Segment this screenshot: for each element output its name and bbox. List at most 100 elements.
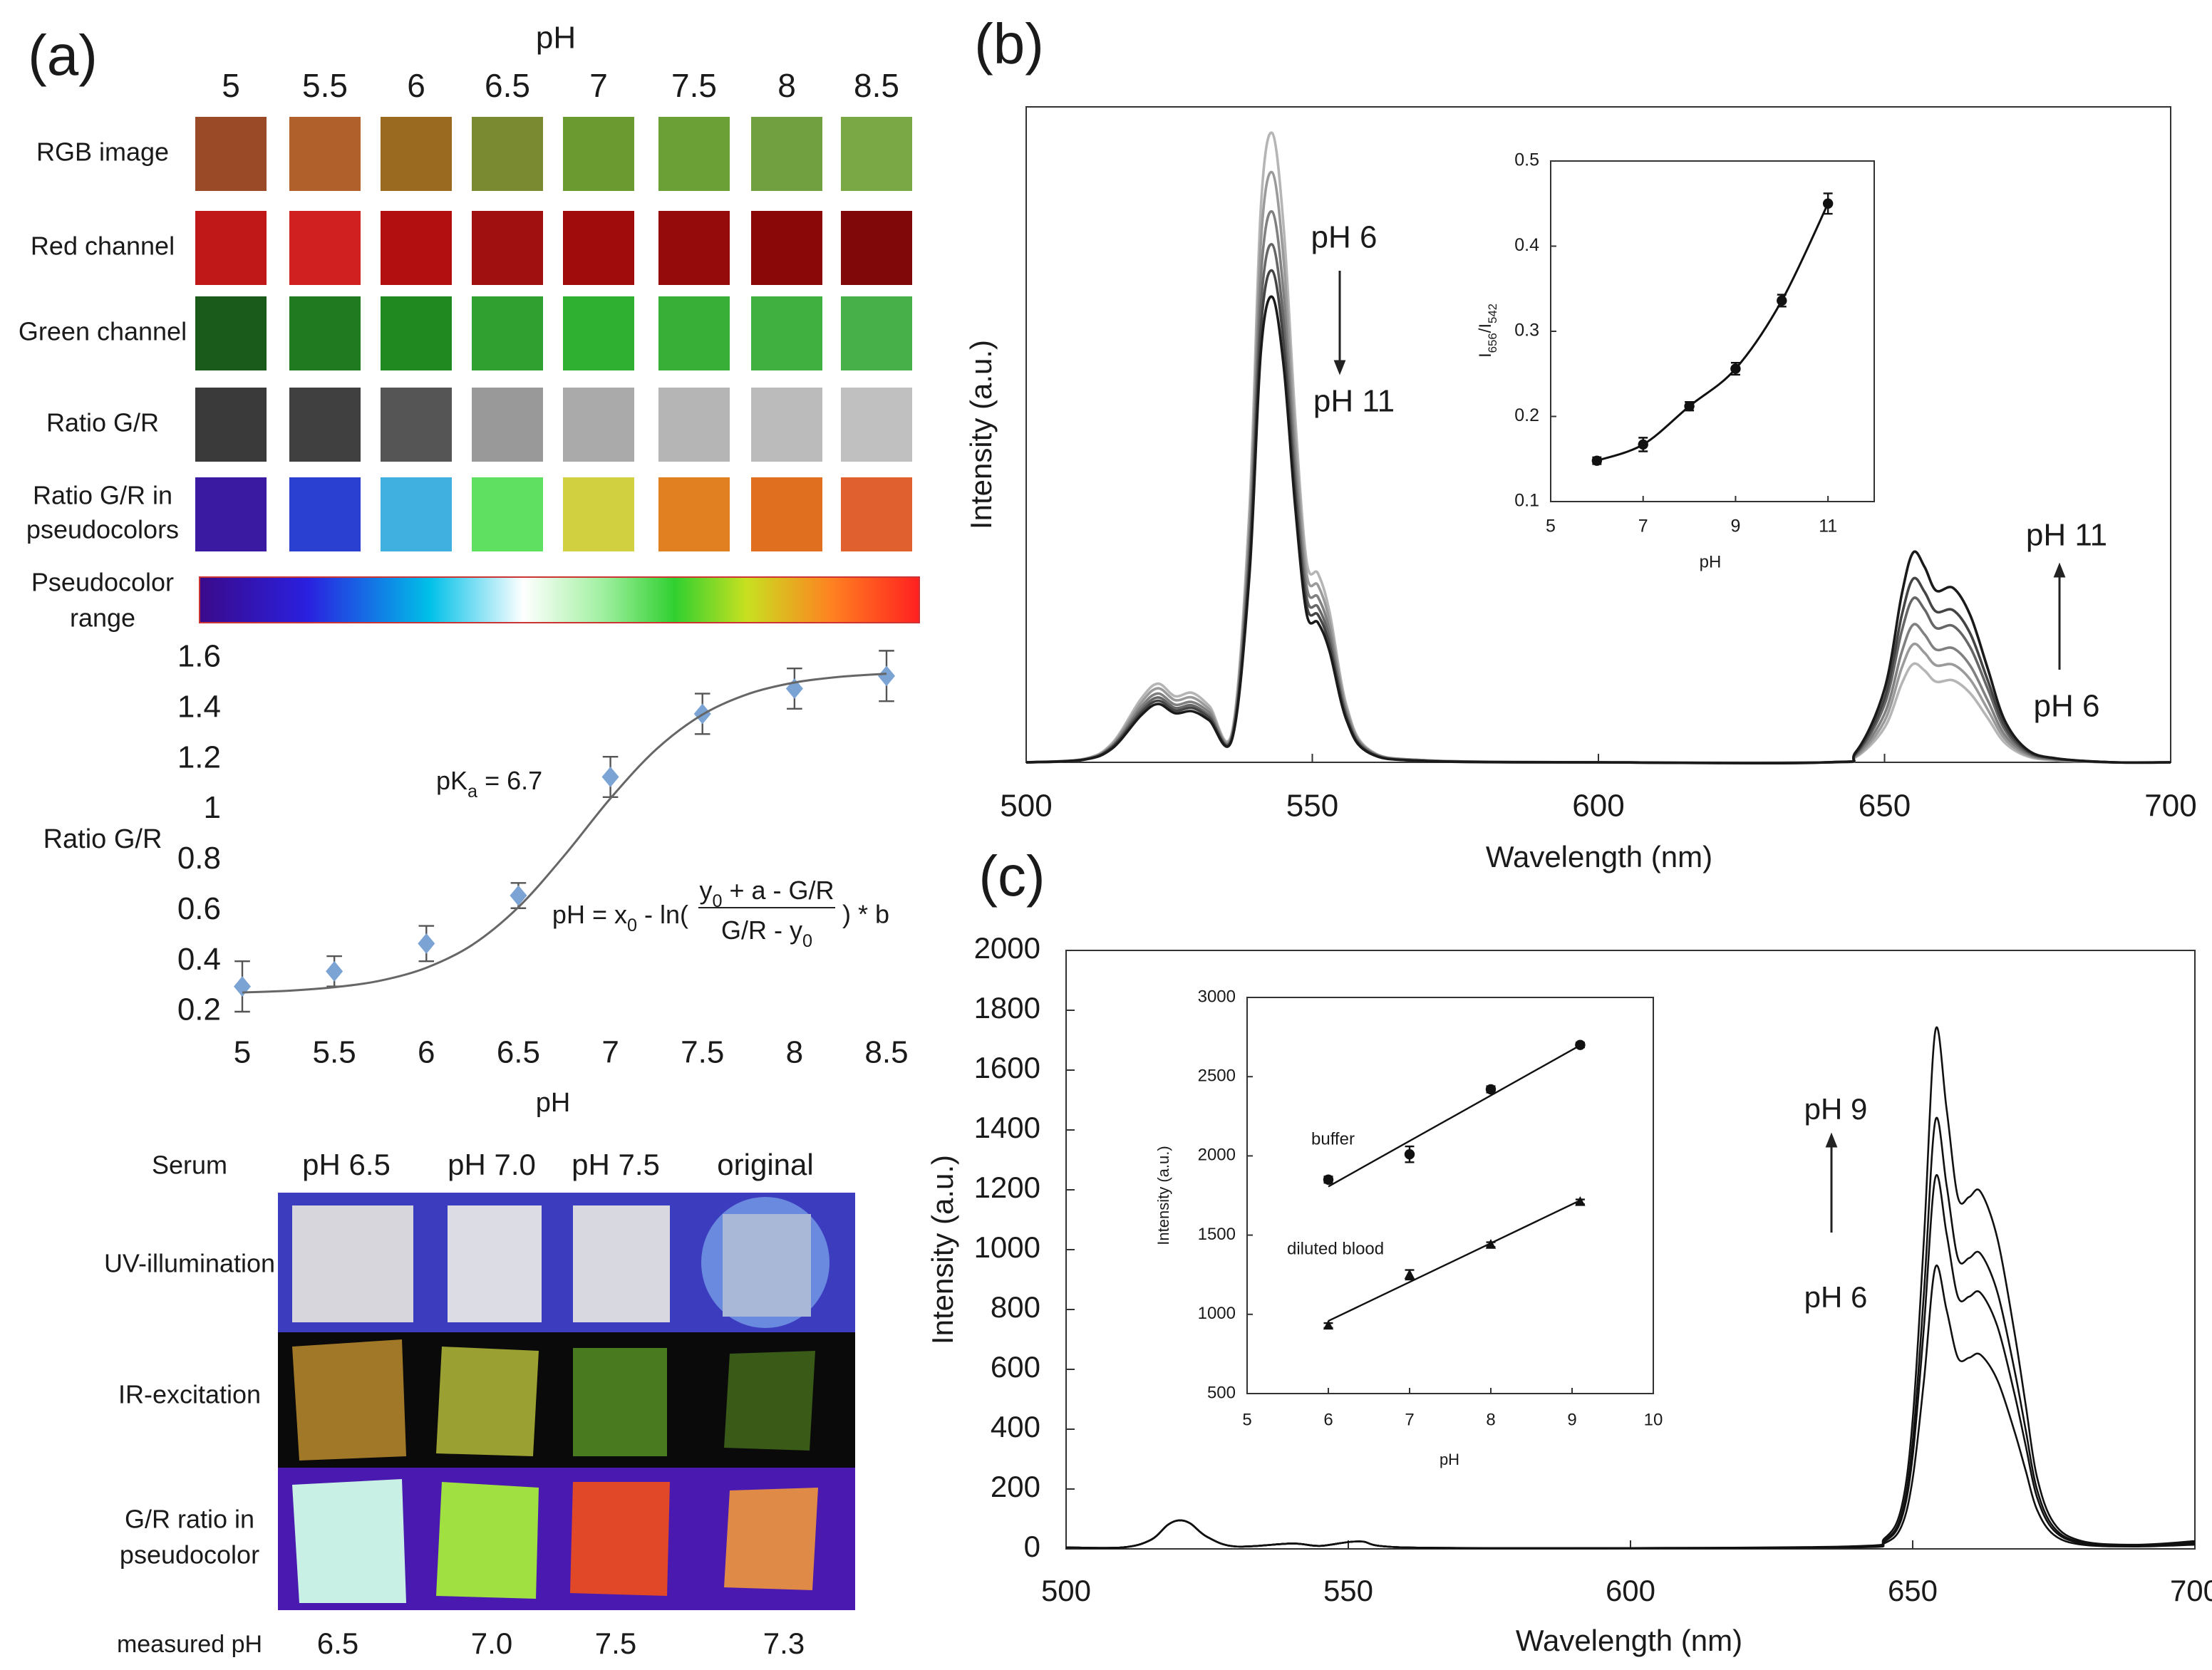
y-tick-label: 0.2 — [177, 992, 221, 1027]
y-tick-label: 1.6 — [177, 639, 221, 674]
row-label: Pseudocolor — [31, 568, 174, 597]
x-tick-label: 7.5 — [681, 1035, 724, 1070]
x-tick-label: 700 — [2144, 789, 2196, 824]
sample — [573, 1348, 667, 1456]
sample — [436, 1482, 539, 1599]
image-tile — [472, 211, 543, 285]
serum-header: pH 6.5 — [302, 1148, 391, 1181]
y-tick-label: 0.4 — [1514, 235, 1539, 255]
image-tile — [563, 477, 634, 551]
column-label: 5.5 — [302, 67, 348, 104]
image-tile — [841, 477, 912, 551]
curve — [242, 673, 887, 994]
point — [1323, 1174, 1334, 1185]
sample — [448, 1205, 542, 1322]
image-tile — [751, 117, 822, 191]
y-tick-label: 1500 — [1198, 1225, 1236, 1244]
column-label: 8 — [777, 67, 796, 104]
image-tile — [289, 388, 361, 462]
plot-frame — [1246, 997, 1654, 1394]
text-part: pH = x — [552, 900, 627, 929]
x-tick-label: 7 — [1405, 1410, 1414, 1429]
x-tick-label: 500 — [1041, 1574, 1091, 1607]
text-part: + a - G/R — [722, 876, 834, 905]
x-tick-label: 9 — [1730, 517, 1740, 536]
image-tile — [289, 477, 361, 551]
y-axis-label: Intensity (a.u.) — [1154, 1146, 1172, 1245]
measured-value: 7.5 — [595, 1627, 636, 1660]
image-tile — [472, 296, 543, 370]
sample — [723, 1214, 811, 1317]
annotation: pH 6 — [2034, 689, 2100, 724]
x-tick-label: 8.5 — [864, 1035, 908, 1070]
formula: ) * b — [835, 900, 889, 929]
subscript: 0 — [712, 891, 722, 911]
y-tick-label: 0.1 — [1514, 491, 1539, 511]
image-tile — [751, 296, 822, 370]
y-axis-label: Ratio G/R — [43, 824, 162, 854]
text-part: G/R - y — [721, 916, 802, 945]
spectrum-line — [1065, 1264, 2196, 1550]
point — [1591, 455, 1603, 466]
point — [1485, 1239, 1497, 1249]
point — [1822, 198, 1834, 209]
subscript: 0 — [802, 931, 812, 951]
y-tick-label: 200 — [991, 1470, 1040, 1503]
point — [418, 933, 435, 954]
image-tile — [381, 296, 452, 370]
row-label: Ratio G/R — [46, 408, 159, 437]
y-tick-label: 600 — [991, 1350, 1040, 1384]
sample — [724, 1351, 815, 1451]
image-tile — [472, 117, 543, 191]
image-tile — [658, 388, 730, 462]
y-tick-label: 1000 — [1198, 1304, 1236, 1323]
point — [1404, 1269, 1415, 1279]
sample — [292, 1339, 406, 1461]
point — [1777, 295, 1787, 306]
x-tick-label: 5.5 — [313, 1035, 356, 1070]
y-tick-label: 1.4 — [177, 689, 221, 724]
y-tick-label: 0.2 — [1514, 405, 1539, 425]
panel-label: (a) — [28, 24, 98, 87]
y-tick-label: 2500 — [1198, 1067, 1236, 1086]
panel-label: (b) — [974, 12, 1044, 76]
sample — [436, 1347, 539, 1456]
column-label: 5 — [222, 67, 240, 104]
measured-value: 6.5 — [317, 1627, 358, 1660]
image-tile — [472, 388, 543, 462]
panel-label: (c) — [978, 844, 1045, 908]
x-tick-label: 9 — [1567, 1410, 1576, 1429]
annotation: pH 6 — [1311, 220, 1378, 255]
image-tile — [381, 117, 452, 191]
serum-header: pH 7.5 — [572, 1148, 660, 1181]
y-tick-label: 800 — [991, 1290, 1040, 1324]
text-part: /I — [1476, 323, 1495, 333]
x-tick-label: 11 — [1819, 517, 1837, 536]
x-tick-label: 550 — [1286, 789, 1338, 824]
column-label: 6.5 — [485, 67, 530, 104]
y-tick-label: 1 — [204, 790, 221, 825]
image-tile — [658, 296, 730, 370]
y-tick-label: 0.3 — [1514, 321, 1539, 341]
spectrum-line — [1025, 295, 2171, 764]
serum-header: Serum — [152, 1151, 227, 1180]
x-axis-label: pH — [1440, 1451, 1459, 1468]
text-part: = 6.7 — [477, 766, 542, 795]
image-tile — [195, 477, 267, 551]
x-tick-label: 5 — [1546, 517, 1556, 536]
y-tick-label: 1200 — [974, 1171, 1040, 1204]
grid-title: pH — [536, 21, 576, 56]
x-tick-label: 6 — [1323, 1410, 1333, 1429]
spectrum-line — [1025, 131, 2171, 764]
y-axis-label: Intensity (a.u.) — [964, 340, 998, 529]
y-tick-label: 1000 — [974, 1230, 1040, 1264]
image-tile — [751, 388, 822, 462]
y-tick-label: 0.6 — [177, 891, 221, 926]
image-tile — [472, 477, 543, 551]
point — [234, 976, 251, 997]
y-tick-label: 500 — [1207, 1383, 1236, 1402]
sample — [570, 1482, 670, 1596]
point — [1575, 1196, 1586, 1206]
y-tick-label: 2000 — [1198, 1146, 1236, 1165]
x-tick-label: 7 — [1638, 517, 1648, 536]
